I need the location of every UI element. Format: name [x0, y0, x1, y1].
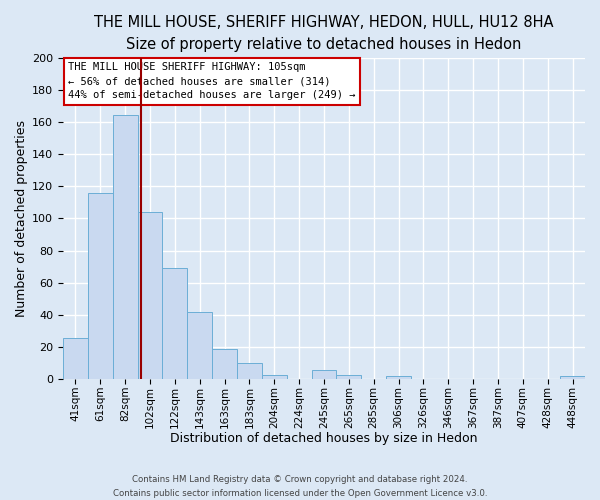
Bar	[262, 374, 287, 380]
Bar	[311, 370, 337, 380]
Bar	[88, 192, 113, 380]
Bar	[137, 212, 163, 380]
Text: THE MILL HOUSE SHERIFF HIGHWAY: 105sqm
← 56% of detached houses are smaller (314: THE MILL HOUSE SHERIFF HIGHWAY: 105sqm ←…	[68, 62, 356, 100]
Bar	[63, 338, 88, 380]
Bar	[386, 376, 411, 380]
X-axis label: Distribution of detached houses by size in Hedon: Distribution of detached houses by size …	[170, 432, 478, 445]
Bar	[337, 374, 361, 380]
Title: THE MILL HOUSE, SHERIFF HIGHWAY, HEDON, HULL, HU12 8HA
Size of property relative: THE MILL HOUSE, SHERIFF HIGHWAY, HEDON, …	[94, 15, 554, 52]
Bar	[113, 116, 137, 380]
Bar	[163, 268, 187, 380]
Bar	[560, 376, 585, 380]
Bar	[237, 364, 262, 380]
Text: Contains HM Land Registry data © Crown copyright and database right 2024.
Contai: Contains HM Land Registry data © Crown c…	[113, 476, 487, 498]
Bar	[212, 349, 237, 380]
Bar	[187, 312, 212, 380]
Y-axis label: Number of detached properties: Number of detached properties	[15, 120, 28, 317]
